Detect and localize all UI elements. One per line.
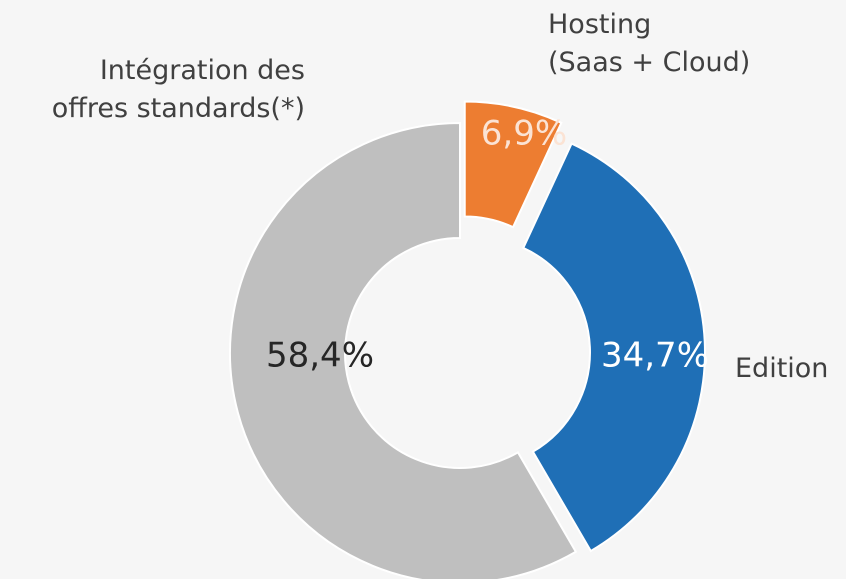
value-label: 6,9% <box>481 114 567 154</box>
donut-slice <box>463 100 563 229</box>
value-label: 34,7% <box>601 336 709 376</box>
donut-slice <box>521 142 706 553</box>
category-label: Intégration des offres standards(*) <box>51 55 305 124</box>
category-label: Hosting (Saas + Cloud) <box>548 9 751 78</box>
value-label: 58,4% <box>266 336 374 376</box>
donut-slice <box>229 121 578 579</box>
category-label: Edition <box>735 353 829 384</box>
